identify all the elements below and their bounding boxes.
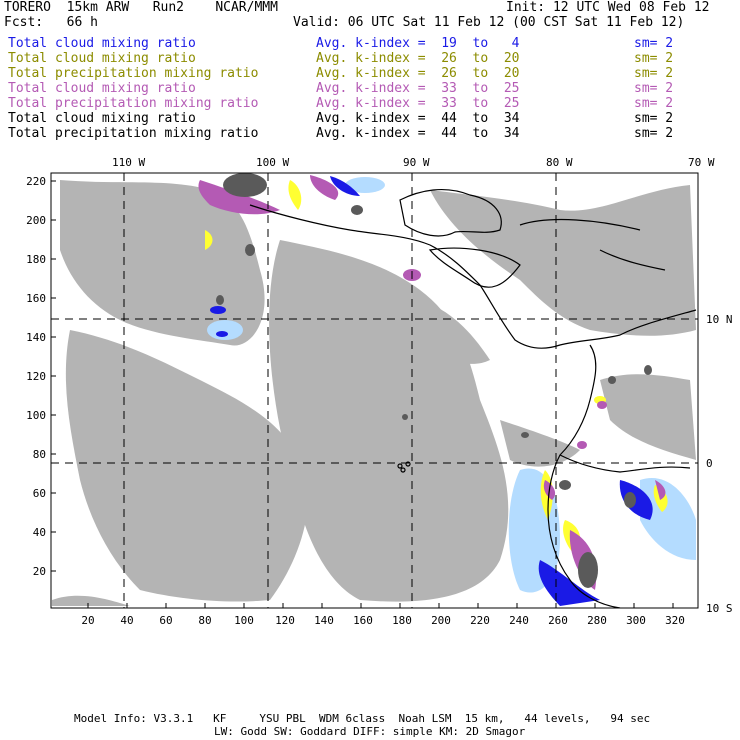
legend-sm: sm= 2 (634, 96, 674, 111)
x-tick-label: 320 (665, 614, 685, 627)
axis-ticks (51, 180, 674, 608)
y-tick-label: 100 (26, 409, 46, 422)
lon-label-80w: 80 W (546, 156, 573, 169)
x-tick-label: 100 (234, 614, 254, 627)
y-tick-label: 20 (33, 565, 46, 578)
physics-info: LW: Godd SW: Goddard DIFF: simple KM: 2D… (214, 725, 526, 738)
y-tick-label: 140 (26, 331, 46, 344)
y-tick-label: 180 (26, 253, 46, 266)
y-tick-label: 40 (33, 526, 46, 539)
init-time: Init: 12 UTC Wed 08 Feb 12 (506, 0, 710, 15)
model-info: Model Info: V3.3.1 KF YSU PBL WDM 6class… (74, 712, 651, 725)
legend-field: Total cloud mixing ratio (8, 36, 196, 51)
lat-label-10s: 10 S (706, 602, 733, 615)
legend-index: Avg. k-index = 33 to 25 (316, 96, 520, 111)
x-tick-label: 200 (431, 614, 451, 627)
y-tick-label: 80 (33, 448, 46, 461)
legend-index: Avg. k-index = 26 to 20 (316, 66, 520, 81)
legend-field: Total precipitation mixing ratio (8, 126, 259, 141)
y-tick-label: 120 (26, 370, 46, 383)
legend-sm: sm= 2 (634, 126, 674, 141)
lon-label-100w: 100 W (256, 156, 289, 169)
legend-index: Avg. k-index = 33 to 25 (316, 81, 520, 96)
valid-time: Valid: 06 UTC Sat 11 Feb 12 (00 CST Sat … (293, 15, 685, 30)
legend-sm: sm= 2 (634, 81, 674, 96)
lon-label-70w: 70 W (688, 156, 715, 169)
legend-index: Avg. k-index = 44 to 34 (316, 111, 520, 126)
legend-index: Avg. k-index = 26 to 20 (316, 51, 520, 66)
lon-label-90w: 90 W (403, 156, 430, 169)
x-tick-label: 300 (626, 614, 646, 627)
lat-label-0: 0 (706, 457, 713, 470)
y-tick-label: 60 (33, 487, 46, 500)
graticule (51, 173, 698, 608)
dark-gray-cores (216, 173, 652, 588)
coastlines (249, 189, 697, 608)
x-tick-label: 280 (587, 614, 607, 627)
x-tick-label: 260 (548, 614, 568, 627)
legend-sm: sm= 2 (634, 36, 674, 51)
legend-field: Total precipitation mixing ratio (8, 96, 259, 111)
legend-sm: sm= 2 (634, 111, 674, 126)
lon-label-110w: 110 W (112, 156, 145, 169)
forecast-hour: Fcst: 66 h (4, 15, 98, 30)
y-tick-label: 200 (26, 214, 46, 227)
legend-sm: sm= 2 (634, 51, 674, 66)
cloud-field (52, 180, 696, 606)
legend-index: Avg. k-index = 19 to 4 (316, 36, 520, 51)
legend-field: Total cloud mixing ratio (8, 81, 196, 96)
legend-field: Total cloud mixing ratio (8, 111, 196, 126)
x-tick-label: 220 (470, 614, 490, 627)
x-tick-label: 140 (314, 614, 334, 627)
x-tick-label: 20 (81, 614, 94, 627)
y-tick-label: 220 (26, 175, 46, 188)
legend-field: Total cloud mixing ratio (8, 51, 196, 66)
x-tick-label: 40 (120, 614, 133, 627)
y-tick-label: 160 (26, 292, 46, 305)
x-tick-label: 80 (198, 614, 211, 627)
x-tick-label: 120 (275, 614, 295, 627)
map-frame (50, 172, 699, 609)
legend-field: Total precipitation mixing ratio (8, 66, 259, 81)
legend-index: Avg. k-index = 44 to 34 (316, 126, 520, 141)
x-tick-label: 60 (159, 614, 172, 627)
model-title: TORERO 15km ARW Run2 NCAR/MMM (4, 0, 278, 15)
x-tick-label: 160 (353, 614, 373, 627)
x-tick-label: 240 (509, 614, 529, 627)
legend-sm: sm= 2 (634, 66, 674, 81)
x-tick-label: 180 (392, 614, 412, 627)
lat-label-10n: 10 N (706, 313, 733, 326)
